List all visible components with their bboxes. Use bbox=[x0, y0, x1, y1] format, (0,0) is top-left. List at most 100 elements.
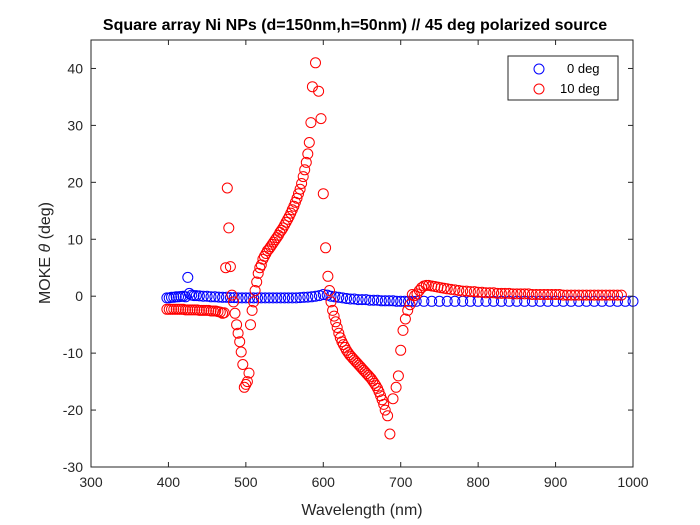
series-1-point-151 bbox=[449, 284, 461, 296]
x-tick-label-2: 500 bbox=[234, 474, 258, 490]
series-1-point-43 bbox=[246, 304, 258, 316]
series-1-point-74 bbox=[294, 183, 306, 195]
series-1-point-171 bbox=[526, 289, 538, 300]
series-1-point-40 bbox=[241, 376, 253, 388]
series-0-point-63 bbox=[383, 295, 395, 307]
series-0-point-38 bbox=[286, 292, 298, 304]
series-0-point-28 bbox=[248, 292, 260, 304]
series-0-point-55 bbox=[352, 294, 364, 306]
series-1-point-119 bbox=[370, 380, 382, 392]
series-0-point-75 bbox=[449, 295, 461, 307]
x-tick-label-3: 600 bbox=[312, 474, 336, 490]
x-tick-label-0: 300 bbox=[79, 474, 103, 490]
series-1-point-4 bbox=[170, 303, 182, 315]
y-axis-label-symbol: θ bbox=[37, 243, 54, 252]
series-1-point-36 bbox=[235, 346, 247, 358]
series-1-point-179 bbox=[557, 289, 569, 301]
y-tick-label-3: 0 bbox=[75, 288, 83, 304]
series-1-point-184 bbox=[577, 289, 589, 301]
y-tick-label-6: 30 bbox=[67, 117, 83, 133]
series-1-point-88 bbox=[322, 270, 334, 282]
series-0-point-40 bbox=[294, 292, 306, 304]
series-1-point-127 bbox=[384, 428, 396, 440]
series-0-point-0 bbox=[161, 292, 173, 304]
series-1-point-30 bbox=[226, 289, 238, 301]
series-1-point-25 bbox=[218, 307, 230, 319]
series-1-point-28 bbox=[223, 222, 235, 234]
series-0-point-97 bbox=[619, 295, 631, 307]
x-axis-label: Wavelength (nm) bbox=[301, 502, 422, 519]
series-1-point-76 bbox=[297, 171, 309, 183]
chart-title: Square array Ni NPs (d=150nm,h=50nm) // … bbox=[103, 17, 607, 34]
series-1-point-33 bbox=[231, 319, 243, 331]
series-1-point-12 bbox=[189, 304, 201, 316]
series-1-point-17 bbox=[200, 304, 212, 316]
series-1-point-163 bbox=[495, 287, 507, 299]
series-0-point-29 bbox=[252, 292, 263, 304]
series-0-point-36 bbox=[279, 292, 291, 304]
series-0-point-41 bbox=[298, 291, 310, 303]
series-1-point-181 bbox=[565, 289, 577, 301]
series-0-point-16 bbox=[201, 290, 213, 302]
series-1-point-153 bbox=[457, 285, 469, 297]
series-0-point-78 bbox=[472, 295, 484, 307]
series-1-point-186 bbox=[584, 289, 596, 301]
x-tick-label-6: 900 bbox=[544, 474, 568, 490]
series-1-point-39 bbox=[240, 378, 252, 390]
series-1-point-155 bbox=[464, 286, 476, 298]
y-tick-label-0: -30 bbox=[63, 459, 83, 475]
legend-box bbox=[507, 55, 619, 101]
series-1-point-190 bbox=[600, 289, 612, 301]
series-1-point-192 bbox=[608, 289, 620, 301]
series-1-point-167 bbox=[511, 288, 523, 300]
series-0-point-62 bbox=[379, 295, 391, 307]
legend-marker-0 bbox=[533, 63, 545, 75]
series-1-point-41 bbox=[243, 367, 255, 379]
series-1-point-125 bbox=[379, 404, 391, 416]
plot-area bbox=[91, 40, 633, 467]
series-0-point-88 bbox=[550, 295, 562, 307]
series-1-point-174 bbox=[538, 289, 550, 300]
series-0-point-9 bbox=[182, 271, 194, 283]
series-1-point-19 bbox=[205, 305, 217, 317]
series-1-point-130 bbox=[392, 370, 404, 382]
series-1-point-87 bbox=[320, 242, 332, 254]
y-tick-label-1: -20 bbox=[63, 402, 83, 418]
series-1-point-123 bbox=[376, 394, 388, 406]
series-1-point-2 bbox=[166, 303, 177, 315]
series-1-point-94 bbox=[331, 322, 343, 333]
series-1-point-157 bbox=[472, 286, 484, 298]
series-1-point-158 bbox=[476, 286, 488, 298]
y-tick-label-5: 20 bbox=[67, 174, 83, 190]
series-0-point-70 bbox=[410, 295, 422, 307]
series-1-point-187 bbox=[588, 289, 600, 301]
series-1-point-32 bbox=[229, 307, 241, 319]
series-1-point-134 bbox=[402, 304, 414, 316]
series-0-point-65 bbox=[391, 295, 403, 307]
series-0-point-45 bbox=[313, 290, 325, 302]
series-0-point-61 bbox=[375, 295, 387, 307]
series-0-point-56 bbox=[356, 294, 368, 306]
y-tick-label-7: 40 bbox=[67, 60, 83, 76]
plot-frame bbox=[90, 39, 634, 468]
series-0-point-34 bbox=[271, 292, 283, 304]
series-1-point-29 bbox=[224, 261, 236, 273]
series-1-point-154 bbox=[461, 285, 472, 297]
y-tick-label-4: 10 bbox=[67, 231, 83, 247]
series-1-point-6 bbox=[175, 303, 187, 315]
series-0-point-60 bbox=[372, 294, 383, 306]
series-1-point-38 bbox=[238, 381, 250, 393]
markers-layer bbox=[161, 57, 639, 440]
series-1-point-193 bbox=[612, 289, 623, 301]
series-0-point-48 bbox=[325, 290, 337, 302]
series-0-point-53 bbox=[344, 293, 356, 305]
ticks-layer: 300 400 500 600 700 800 900 1000 -30 -20 -10 0 10 20 3… bbox=[63, 40, 649, 490]
series-0-point-51 bbox=[337, 292, 349, 304]
series-1-point-189 bbox=[596, 289, 608, 301]
series-1-point-77 bbox=[299, 164, 311, 176]
series-1-point-35 bbox=[234, 336, 246, 348]
series-1-point-86 bbox=[317, 188, 329, 200]
series-1-point-170 bbox=[523, 288, 534, 300]
series-0-point-2 bbox=[166, 291, 177, 303]
series-1-point-14 bbox=[193, 304, 205, 316]
